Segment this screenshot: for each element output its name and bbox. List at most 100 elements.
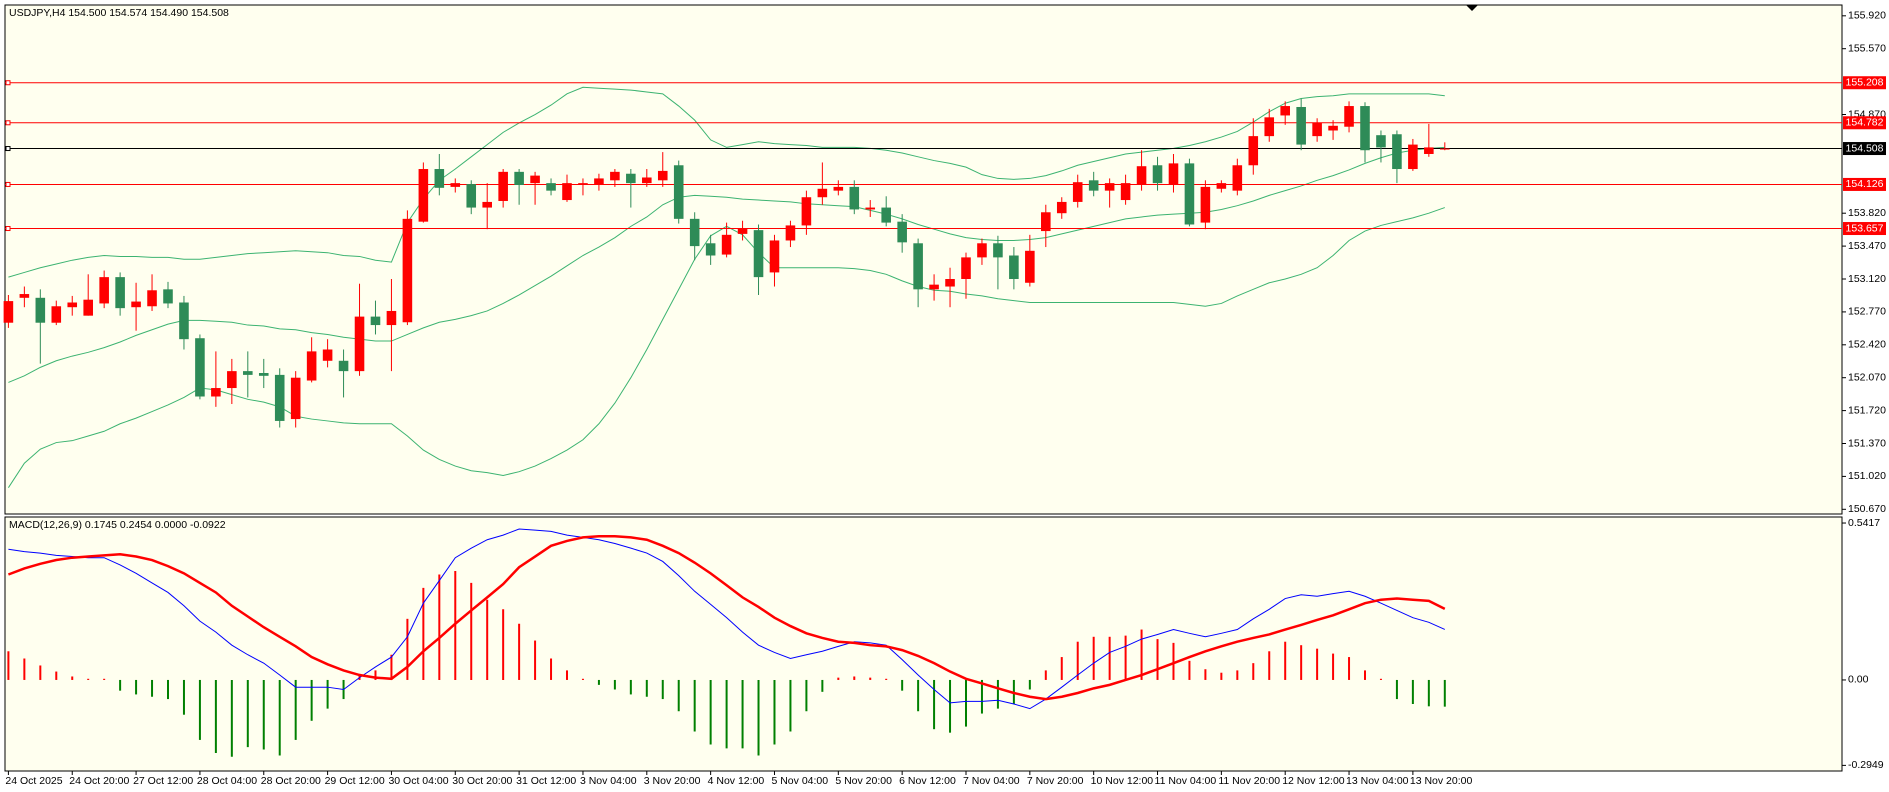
candle-body [737, 228, 748, 234]
level-label: 154.126 [1846, 178, 1884, 190]
candle-body [354, 316, 365, 372]
level-anchor [5, 226, 11, 232]
candle-body [1056, 201, 1067, 214]
candle-body [1120, 183, 1131, 201]
candle-body [3, 301, 14, 323]
candle-body [929, 284, 939, 290]
level-label-box [1843, 76, 1886, 90]
candle-body [817, 188, 828, 198]
y-tick-label: 153.470 [1848, 240, 1886, 252]
y-tick-label: 152.420 [1848, 339, 1886, 351]
x-tick-label: 30 Oct 20:00 [452, 775, 512, 787]
macd-title: MACD(12,26,9) 0.1745 0.2454 0.0000 -0.09… [9, 519, 226, 531]
level-label-box [1843, 222, 1886, 236]
candle-body [1072, 182, 1083, 202]
candle-body [610, 171, 620, 181]
x-tick-label: 5 Nov 20:00 [835, 775, 892, 787]
x-tick-label: 27 Oct 12:00 [133, 775, 193, 787]
candle-body [1328, 125, 1338, 131]
candle-body [881, 207, 891, 223]
candle-body [322, 349, 333, 361]
candle-body [769, 240, 780, 273]
candle-body [1264, 117, 1275, 137]
candle-body [306, 351, 317, 381]
candle-body [642, 177, 652, 184]
candle-body [450, 183, 461, 187]
plot-layer: 155.920155.570154.870153.820153.470153.1… [3, 10, 1886, 787]
candle-body [753, 230, 764, 278]
candle-body [546, 183, 556, 191]
candle-body [578, 183, 588, 186]
candle-body [977, 243, 987, 258]
candle-body [402, 218, 413, 323]
candle-body [897, 221, 907, 243]
candle-body [434, 169, 445, 188]
x-tick-label: 11 Nov 04:00 [1155, 775, 1217, 787]
candle-body [19, 294, 30, 298]
level-label-box [1843, 177, 1886, 191]
candle-body [258, 373, 269, 376]
x-tick-label: 10 Nov 12:00 [1091, 775, 1154, 787]
candle-body [1376, 135, 1386, 148]
candle-body [689, 218, 700, 247]
y-tick-label: 0.5417 [1848, 517, 1880, 529]
x-tick-label: 28 Oct 04:00 [197, 775, 257, 787]
signal-line [7, 535, 1446, 701]
candle-body [1136, 166, 1147, 186]
candle-body [211, 388, 221, 397]
level-anchor [5, 181, 11, 187]
y-tick-label: 153.120 [1848, 273, 1886, 285]
level-label-box [1843, 142, 1886, 156]
candle-body [1312, 122, 1322, 137]
level-anchor [5, 80, 11, 86]
x-tick-label: 12 Nov 12:00 [1282, 775, 1345, 787]
candle-body [338, 360, 349, 372]
candle-body [163, 289, 173, 304]
x-tick-label: 24 Oct 20:00 [69, 775, 129, 787]
candle-body [626, 173, 636, 184]
candle-body [35, 297, 46, 323]
level-label-box [1843, 116, 1886, 130]
candle-body [785, 225, 796, 241]
x-tick-label: 3 Nov 20:00 [644, 775, 701, 787]
candle-body [1216, 183, 1227, 189]
y-tick-label: 151.370 [1848, 437, 1886, 449]
x-tick-label: 28 Oct 20:00 [261, 775, 321, 787]
y-tick-label: 152.070 [1848, 371, 1886, 383]
x-tick-label: 11 Nov 20:00 [1218, 775, 1280, 787]
candle-body [227, 371, 237, 389]
x-tick-label: 13 Nov 04:00 [1346, 775, 1409, 787]
candle-body [514, 171, 524, 186]
candle-body [418, 169, 429, 222]
shift-marker [1466, 5, 1478, 11]
candle-body [801, 197, 812, 226]
candle-body [51, 306, 62, 323]
candle-body [594, 178, 604, 186]
candle-body [721, 234, 732, 255]
candle-body [386, 310, 397, 326]
y-tick-label: 152.770 [1848, 306, 1886, 318]
level-anchor [5, 120, 11, 126]
candle-body [99, 277, 109, 304]
candle-body [673, 165, 684, 219]
macd-line [8, 528, 1446, 710]
y-tick-label: -0.2949 [1848, 759, 1884, 771]
y-tick-label: 0.00 [1848, 674, 1869, 686]
y-tick-label: 155.920 [1848, 10, 1886, 22]
level-label: 153.657 [1846, 222, 1884, 234]
candle-body [945, 279, 955, 287]
candle-body [657, 170, 668, 181]
candle-body [1152, 165, 1163, 184]
chart-title: USDJPY,H4 154.500 154.574 154.490 154.50… [9, 7, 229, 19]
candle-body [1360, 106, 1370, 151]
candle-body [1041, 212, 1051, 232]
candle-body [865, 207, 876, 210]
candle-body [1440, 148, 1450, 150]
x-tick-label: 24 Oct 2025 [5, 775, 62, 787]
candle-body [1392, 134, 1402, 170]
y-tick-label: 153.820 [1848, 207, 1886, 219]
candle-body [961, 257, 971, 280]
level-label: 154.508 [1846, 142, 1884, 154]
candle-body [562, 183, 572, 201]
